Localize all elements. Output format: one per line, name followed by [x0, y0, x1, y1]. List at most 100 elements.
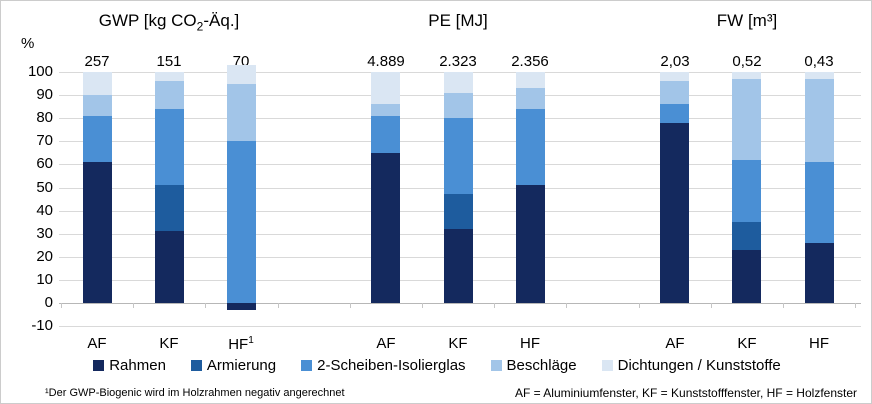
x-category-label: AF — [87, 335, 107, 352]
footnote-abbreviations: AF = Aluminiumfenster, KF = Kunststofffe… — [514, 386, 857, 400]
x-category-label: KF — [448, 335, 468, 352]
bar-segment-2-scheiben-isolierglas — [732, 159, 761, 223]
x-category-label: HF1 — [228, 335, 254, 353]
bar-segment-rahmen — [732, 249, 761, 303]
bar-segment-2-scheiben-isolierglas — [660, 104, 689, 123]
legend-swatch-icon — [301, 360, 313, 371]
bar-segment-armierung — [444, 194, 473, 229]
y-tick-label-100: 100 — [27, 63, 53, 80]
legend-item-dichtungen-kunststoffe: Dichtungen / Kunststoffe — [601, 357, 781, 374]
bar-segment-dichtungen-kunststoffe — [83, 72, 112, 96]
x-category-label: HF — [809, 335, 829, 352]
group-title: PE [MJ] — [428, 11, 488, 30]
bar-segment-rahmen — [227, 303, 256, 310]
bar-total-label: 2.356 — [511, 53, 549, 70]
x-axis-tick — [61, 303, 62, 308]
group-title: FW [m³] — [716, 11, 778, 30]
x-axis-tick — [494, 303, 495, 308]
legend-label: Armierung — [206, 357, 277, 374]
legend-label: Beschläge — [506, 357, 577, 374]
bar-segment-dichtungen-kunststoffe — [227, 65, 256, 84]
bar-segment-dichtungen-kunststoffe — [660, 72, 689, 82]
x-axis-tick — [278, 303, 279, 308]
bar-segment-2-scheiben-isolierglas — [805, 162, 834, 243]
y-tick-label-20: 20 — [36, 248, 53, 265]
gridline--10 — [59, 326, 861, 327]
y-tick-label-50: 50 — [36, 179, 53, 196]
bar-total-label: 2,03 — [660, 53, 690, 70]
bar-segment-beschl-ge — [732, 78, 761, 160]
chart-legend: Rahmen Armierung 2-Scheiben-Isolierglas Bes… — [1, 357, 871, 374]
bar-segment-rahmen — [516, 185, 545, 303]
legend-swatch-icon — [93, 360, 105, 371]
legend-swatch-icon — [490, 360, 502, 371]
y-tick-label-80: 80 — [36, 109, 53, 126]
x-axis-tick — [205, 303, 206, 308]
bar-segment-dichtungen-kunststoffe — [371, 72, 400, 105]
bar-segment-2-scheiben-isolierglas — [227, 141, 256, 303]
x-category-label: AF — [665, 335, 685, 352]
y-tick-label-0: 0 — [44, 294, 53, 311]
y-tick-label-30: 30 — [36, 225, 53, 242]
x-category-label: KF — [159, 335, 179, 352]
legend-item-2-scheiben-isolierglas: 2-Scheiben-Isolierglas — [301, 357, 466, 374]
legend-label: Rahmen — [109, 357, 166, 374]
x-category-label: AF — [376, 335, 396, 352]
bar-total-label: 0,52 — [732, 53, 762, 70]
y-tick-label-60: 60 — [36, 155, 53, 172]
x-axis-tick — [711, 303, 712, 308]
legend-swatch-icon — [601, 360, 613, 371]
bar-segment-dichtungen-kunststoffe — [516, 72, 545, 89]
bar-segment-rahmen — [660, 122, 689, 303]
y-tick-label-70: 70 — [36, 132, 53, 149]
y-tick-label--10: -10 — [31, 317, 53, 334]
bar-segment-2-scheiben-isolierglas — [83, 115, 112, 163]
y-tick-label-40: 40 — [36, 202, 53, 219]
bar-total-label: 151 — [156, 53, 182, 70]
bar-segment-armierung — [732, 222, 761, 250]
x-axis-tick — [566, 303, 567, 308]
legend-item-armierung: Armierung — [190, 357, 277, 374]
bar-segment-armierung — [155, 185, 184, 232]
bar-total-label: 257 — [84, 53, 110, 70]
legend-item-beschl-ge: Beschläge — [490, 357, 577, 374]
bar-segment-2-scheiben-isolierglas — [155, 109, 184, 186]
legend-swatch-icon — [190, 360, 202, 371]
bar-segment-dichtungen-kunststoffe — [732, 72, 761, 79]
bar-segment-beschl-ge — [155, 81, 184, 109]
bar-segment-dichtungen-kunststoffe — [444, 72, 473, 93]
bar-total-label: 0,43 — [804, 53, 834, 70]
legend-label: Dichtungen / Kunststoffe — [617, 357, 781, 374]
bar-segment-rahmen — [371, 152, 400, 303]
x-axis-tick — [422, 303, 423, 308]
x-axis-tick — [133, 303, 134, 308]
bar-segment-2-scheiben-isolierglas — [516, 109, 545, 186]
bar-segment-rahmen — [83, 162, 112, 303]
bar-segment-dichtungen-kunststoffe — [805, 72, 834, 79]
bar-total-label: 2.323 — [439, 53, 477, 70]
footnote-gwp-biogenic: ¹Der GWP-Biogenic wird im Holzrahmen neg… — [45, 387, 345, 399]
y-tick-label-90: 90 — [36, 86, 53, 103]
gridline-0 — [59, 303, 861, 304]
bar-segment-rahmen — [805, 242, 834, 303]
y-axis-unit-label: % — [21, 35, 35, 52]
legend-item-rahmen: Rahmen — [93, 357, 166, 374]
group-title: GWP [kg CO2-Äq.] — [98, 11, 240, 34]
bar-segment-2-scheiben-isolierglas — [371, 115, 400, 153]
bar-segment-beschl-ge — [371, 104, 400, 116]
bar-total-label: 4.889 — [367, 53, 405, 70]
bar-segment-2-scheiben-isolierglas — [444, 118, 473, 195]
x-axis-tick — [639, 303, 640, 308]
x-category-label: KF — [737, 335, 757, 352]
bar-segment-beschl-ge — [660, 81, 689, 105]
bar-segment-rahmen — [155, 231, 184, 303]
bar-segment-beschl-ge — [805, 78, 834, 163]
bar-segment-beschl-ge — [516, 88, 545, 109]
legend-label: 2-Scheiben-Isolierglas — [317, 357, 466, 374]
x-axis-tick — [783, 303, 784, 308]
bar-segment-beschl-ge — [444, 92, 473, 119]
x-axis-tick — [855, 303, 856, 308]
bar-segment-rahmen — [444, 229, 473, 303]
bar-segment-beschl-ge — [227, 83, 256, 142]
